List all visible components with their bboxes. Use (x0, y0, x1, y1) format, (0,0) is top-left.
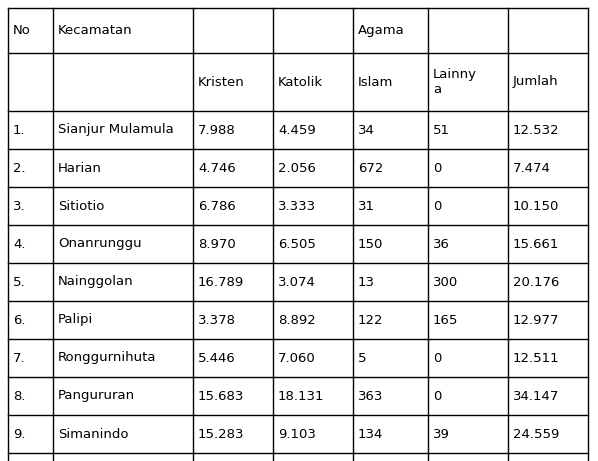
Text: 0: 0 (433, 351, 441, 365)
Text: Simanindo: Simanindo (58, 427, 129, 441)
Text: Palipi: Palipi (58, 313, 93, 326)
Text: Sitiotio: Sitiotio (58, 200, 105, 213)
Text: 13: 13 (358, 276, 375, 289)
Text: 7.474: 7.474 (513, 161, 551, 175)
Text: 6.786: 6.786 (198, 200, 236, 213)
Text: 6.: 6. (13, 313, 26, 326)
Text: 9.: 9. (13, 427, 26, 441)
Text: Nainggolan: Nainggolan (58, 276, 133, 289)
Text: Ronggurnihuta: Ronggurnihuta (58, 351, 157, 365)
Text: 3.378: 3.378 (198, 313, 236, 326)
Text: 7.060: 7.060 (278, 351, 316, 365)
Text: Islam: Islam (358, 76, 393, 89)
Text: 363: 363 (358, 390, 383, 402)
Text: 150: 150 (358, 237, 383, 250)
Text: 24.559: 24.559 (513, 427, 559, 441)
Text: 4.: 4. (13, 237, 26, 250)
Text: 15.683: 15.683 (198, 390, 245, 402)
Text: Agama: Agama (358, 24, 405, 37)
Text: 5: 5 (358, 351, 367, 365)
Text: 9.103: 9.103 (278, 427, 316, 441)
Text: Lainny
a: Lainny a (433, 68, 477, 96)
Text: 300: 300 (433, 276, 458, 289)
Text: 5.446: 5.446 (198, 351, 236, 365)
Text: Kristen: Kristen (198, 76, 245, 89)
Text: Onanrunggu: Onanrunggu (58, 237, 142, 250)
Text: 8.: 8. (13, 390, 26, 402)
Text: 6.505: 6.505 (278, 237, 316, 250)
Text: 7.: 7. (13, 351, 26, 365)
Text: 2.056: 2.056 (278, 161, 316, 175)
Text: 20.176: 20.176 (513, 276, 559, 289)
Text: 165: 165 (433, 313, 459, 326)
Text: Kecamatan: Kecamatan (58, 24, 133, 37)
Text: 3.074: 3.074 (278, 276, 316, 289)
Text: 3.: 3. (13, 200, 26, 213)
Text: Harian: Harian (58, 161, 102, 175)
Text: Jumlah: Jumlah (513, 76, 559, 89)
Text: Katolik: Katolik (278, 76, 323, 89)
Text: 134: 134 (358, 427, 383, 441)
Text: 15.661: 15.661 (513, 237, 559, 250)
Text: 15.283: 15.283 (198, 427, 245, 441)
Text: 31: 31 (358, 200, 375, 213)
Text: 51: 51 (433, 124, 450, 136)
Text: 5.: 5. (13, 276, 26, 289)
Text: No: No (13, 24, 31, 37)
Text: 12.977: 12.977 (513, 313, 560, 326)
Text: 0: 0 (433, 161, 441, 175)
Text: 18.131: 18.131 (278, 390, 325, 402)
Text: 122: 122 (358, 313, 383, 326)
Text: 34: 34 (358, 124, 375, 136)
Text: 0: 0 (433, 390, 441, 402)
Text: 36: 36 (433, 237, 450, 250)
Text: 3.333: 3.333 (278, 200, 316, 213)
Text: 4.459: 4.459 (278, 124, 316, 136)
Text: 0: 0 (433, 200, 441, 213)
Text: 7.988: 7.988 (198, 124, 236, 136)
Text: 16.789: 16.789 (198, 276, 244, 289)
Text: Sianjur Mulamula: Sianjur Mulamula (58, 124, 174, 136)
Text: 8.892: 8.892 (278, 313, 316, 326)
Text: 4.746: 4.746 (198, 161, 236, 175)
Text: 34.147: 34.147 (513, 390, 559, 402)
Text: 672: 672 (358, 161, 383, 175)
Text: 12.511: 12.511 (513, 351, 560, 365)
Text: 10.150: 10.150 (513, 200, 559, 213)
Text: 12.532: 12.532 (513, 124, 560, 136)
Text: 2.: 2. (13, 161, 26, 175)
Text: 8.970: 8.970 (198, 237, 236, 250)
Text: 39: 39 (433, 427, 450, 441)
Text: Pangururan: Pangururan (58, 390, 135, 402)
Text: 1.: 1. (13, 124, 26, 136)
